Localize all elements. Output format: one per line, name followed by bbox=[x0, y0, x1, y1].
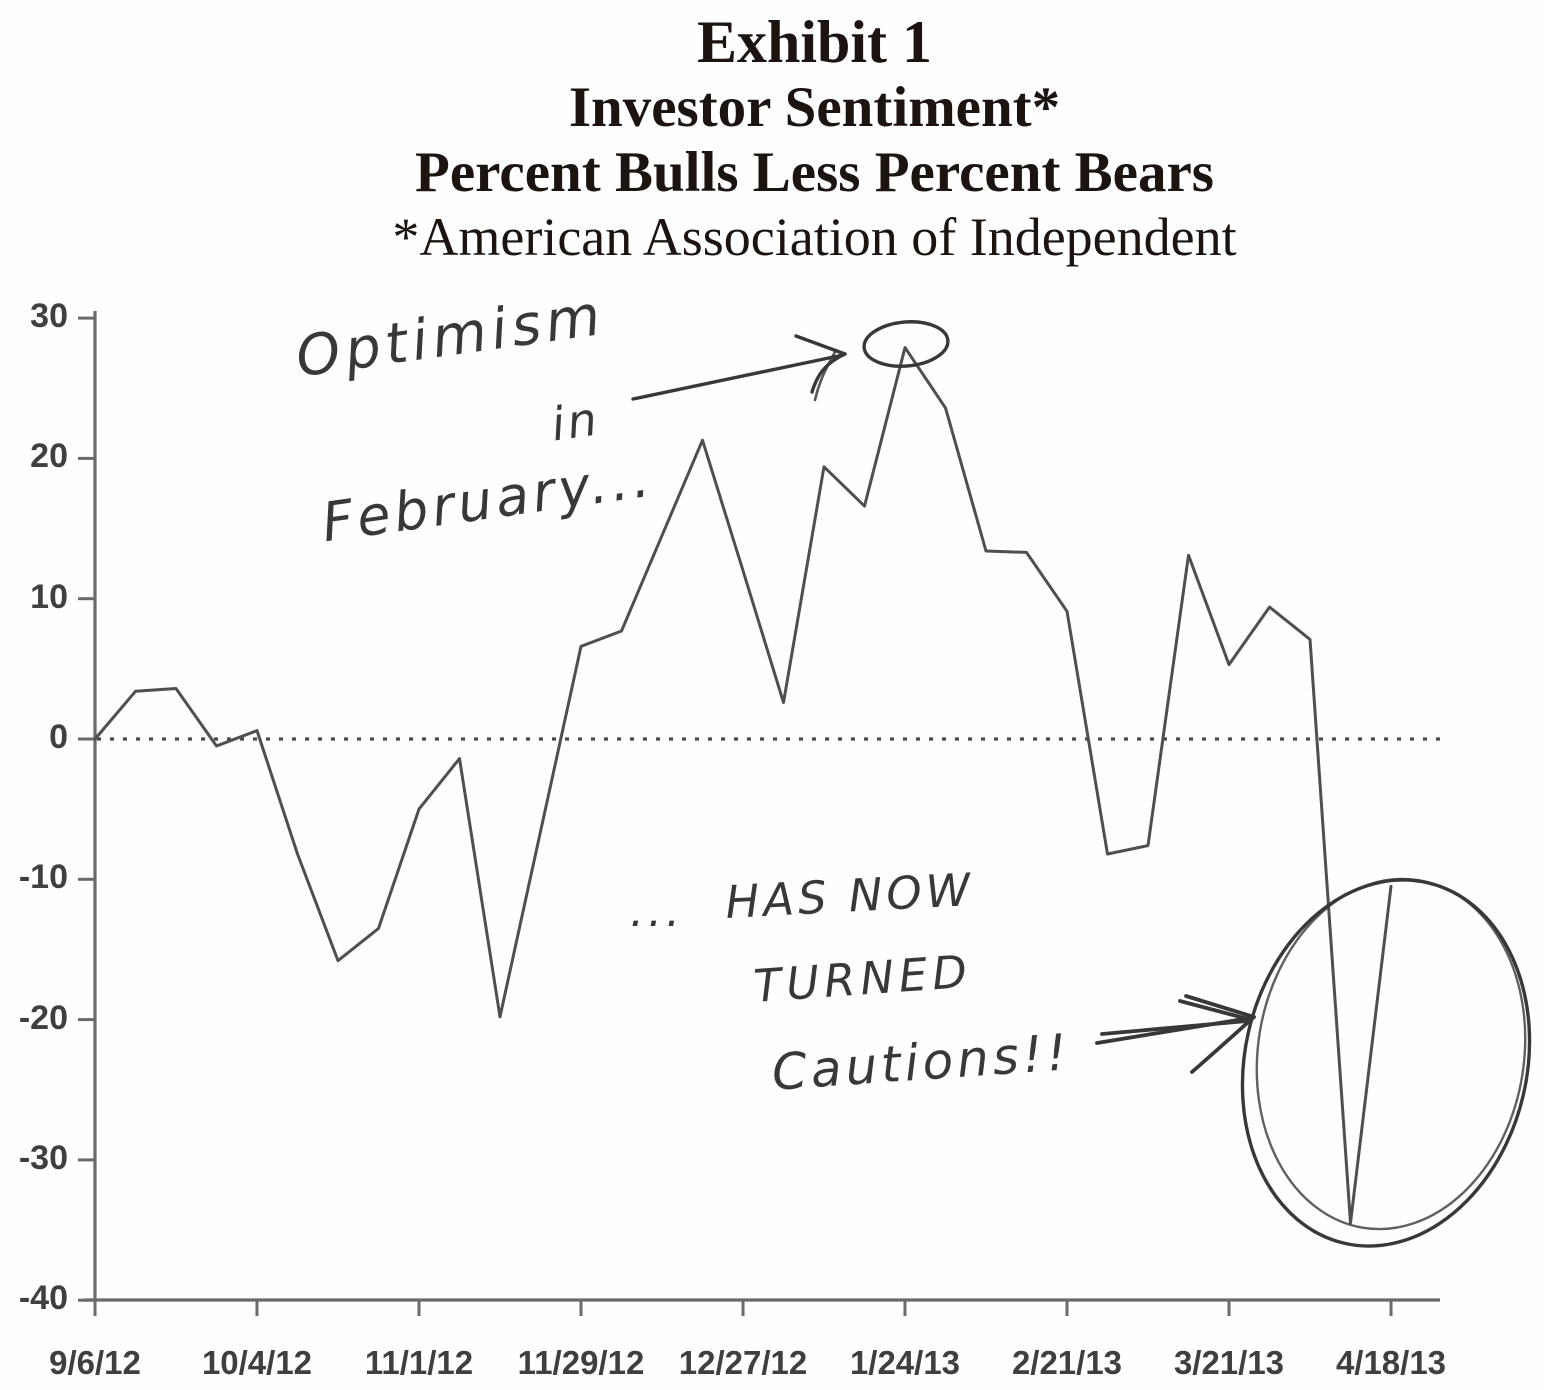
trough-arrow-barb-top bbox=[1184, 994, 1256, 1019]
x-axis-tick-label: 11/1/12 bbox=[364, 1344, 474, 1381]
peak-arrow-barb-top bbox=[794, 334, 847, 356]
y-axis-tick-label: 30 bbox=[30, 297, 68, 336]
trough-arrow-shaft-overstroke bbox=[1100, 1019, 1249, 1036]
x-axis-tick-label: 11/29/12 bbox=[517, 1344, 645, 1381]
chart-subtitle: Percent Bulls Less Percent Bears bbox=[415, 141, 1214, 204]
y-axis-tick-label: 20 bbox=[30, 437, 68, 476]
y-axis-tick-label: 10 bbox=[30, 577, 68, 616]
footnote-source: *American Association of Independent bbox=[392, 207, 1237, 267]
x-axis-tick-label: 1/24/13 bbox=[849, 1344, 961, 1381]
trough-circle-annotation-overstroke bbox=[1255, 877, 1527, 1231]
sentiment-series-line bbox=[93, 346, 1393, 1225]
y-axis-tick-label: 0 bbox=[49, 718, 68, 756]
x-axis-tick-label: 3/21/13 bbox=[1173, 1344, 1285, 1381]
x-axis-tick-label: 2/21/13 bbox=[1011, 1344, 1123, 1381]
peak-circle-annotation bbox=[862, 320, 950, 368]
peak-arrow-barb-bottom bbox=[810, 352, 847, 394]
y-axis-tick-label: -30 bbox=[18, 1138, 68, 1177]
peak-arrow-shaft bbox=[631, 353, 845, 401]
y-axis-tick-label: -10 bbox=[18, 858, 68, 897]
x-axis-tick-label: 12/27/12 bbox=[678, 1344, 808, 1381]
annotation-optimism-word2: in bbox=[548, 391, 603, 452]
x-axis-tick-label: 9/6/12 bbox=[49, 1344, 141, 1381]
y-axis-tick-label: -40 bbox=[18, 1279, 68, 1318]
peak-arrow-flourish bbox=[813, 348, 838, 402]
annotation-caution-ellipsis: ... bbox=[630, 886, 684, 937]
trough-arrow-barb-bottom bbox=[1190, 1015, 1256, 1074]
exhibit-number: Exhibit 1 bbox=[696, 9, 933, 75]
x-axis-tick-label: 10/4/12 bbox=[201, 1344, 313, 1381]
x-axis-tick-label: 4/18/13 bbox=[1335, 1344, 1447, 1381]
y-axis-tick-label: -20 bbox=[18, 998, 68, 1037]
trough-arrow-barb-top-overstroke bbox=[1178, 999, 1250, 1021]
chart-title: Investor Sentiment* bbox=[568, 76, 1061, 139]
title-block: Exhibit 1 Investor Sentiment* Percent Bu… bbox=[85, 10, 1544, 270]
